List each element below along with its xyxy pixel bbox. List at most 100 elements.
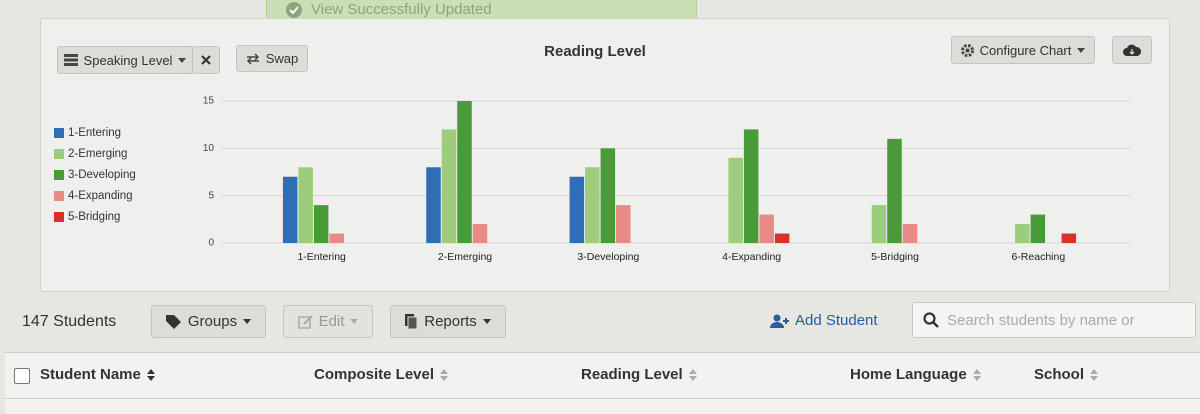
toast-text: View Successfully Updated (311, 1, 492, 18)
legend-swatch (54, 128, 64, 138)
bar (313, 205, 329, 243)
bar (728, 157, 743, 243)
y-tick-label: 10 (203, 143, 215, 154)
bar (298, 167, 313, 243)
bar (902, 224, 918, 243)
bar (887, 138, 902, 243)
groups-label: Groups (187, 313, 238, 330)
bar (569, 176, 585, 243)
swap-label: Swap (265, 51, 299, 66)
sort-arrows (972, 368, 981, 381)
sort-icon (972, 368, 981, 381)
reports-icon (405, 314, 418, 329)
sort-icon (440, 368, 449, 381)
bar (1030, 214, 1046, 243)
legend-swatch (54, 191, 64, 201)
legend-label: 5-Bridging (68, 211, 120, 223)
swap-button[interactable]: Swap (236, 45, 308, 72)
legend-swatch (54, 149, 64, 159)
legend-swatch (54, 170, 64, 180)
groups-button[interactable]: Groups (151, 305, 266, 338)
x-icon (201, 55, 211, 65)
x-tick-label: 3-Developing (577, 251, 639, 263)
x-tick-label: 4-Expanding (722, 251, 781, 263)
column-title: Student Name (40, 366, 141, 383)
x-tick-label: 2-Emerging (438, 251, 492, 263)
configure-label: Configure Chart (979, 42, 1072, 58)
sort-arrows (688, 368, 697, 381)
column-title: Composite Level (314, 366, 435, 383)
sort-arrows (440, 368, 449, 381)
chart: Reading Level 0 5 10 15 1-Entering 2-Emerging… (54, 43, 1130, 263)
column-title: Home Language (850, 366, 967, 383)
legend-label: 4-Expanding (68, 190, 133, 202)
bar (774, 233, 790, 243)
x-tick-label: 5-Bridging (871, 251, 919, 263)
legend-swatch (54, 212, 64, 222)
column-header[interactable]: Reading Level (581, 366, 697, 383)
y-tick-label: 5 (208, 190, 214, 201)
add-student-label: Add Student (795, 312, 878, 329)
select-all-checkbox[interactable] (14, 368, 30, 384)
bar (329, 233, 344, 243)
bar (282, 176, 298, 243)
legend-label: 3-Developing (68, 169, 136, 181)
sort-icon (688, 368, 697, 381)
group-by-dropdown[interactable]: Speaking Level (57, 46, 193, 74)
legend-label: 1-Entering (68, 127, 121, 139)
chart-title: Reading Level (544, 43, 646, 60)
check-icon (286, 1, 302, 18)
bar (616, 205, 631, 243)
list-icon (63, 54, 78, 66)
bar (1015, 224, 1030, 243)
bar (457, 101, 472, 243)
clear-button[interactable] (192, 46, 220, 74)
sort-icon (1090, 368, 1099, 381)
y-tick-label: 15 (203, 96, 215, 107)
sort-arrows (1090, 368, 1099, 381)
bar (441, 129, 457, 243)
y-tick-label: 0 (208, 238, 214, 249)
edit-button[interactable]: Edit (283, 305, 373, 338)
bar (585, 167, 600, 243)
caret (178, 57, 187, 63)
swap-icon (246, 52, 259, 65)
reports-button[interactable]: Reports (390, 305, 506, 338)
download-button[interactable] (1112, 36, 1152, 64)
reports-label: Reports (424, 313, 477, 330)
column-header[interactable]: Student Name (40, 366, 155, 383)
search-box[interactable]: Search students by name or (912, 302, 1196, 338)
search-icon (923, 312, 939, 328)
column-header[interactable]: Composite Level (314, 366, 449, 383)
column-header[interactable]: Home Language (850, 366, 981, 383)
add-student-link[interactable]: Add Student (770, 312, 878, 329)
bar (600, 148, 616, 243)
add-user-icon (770, 314, 789, 328)
caret (1077, 47, 1086, 53)
gear-icon (960, 43, 974, 57)
search-placeholder: Search students by name or (947, 311, 1135, 329)
bar (743, 129, 759, 243)
sort-arrows (146, 368, 155, 381)
caret (482, 319, 491, 324)
cloud-icon (1123, 44, 1141, 56)
column-header[interactable]: School (1034, 366, 1099, 383)
sort-icon (146, 368, 155, 381)
table-divider (5, 398, 1200, 399)
configure-chart-button[interactable]: Configure Chart (951, 36, 1095, 64)
student-count: 147 Students (22, 313, 117, 330)
column-title: School (1034, 366, 1085, 383)
caret (243, 319, 252, 324)
bar (871, 205, 887, 243)
caret (350, 319, 359, 324)
bar (472, 224, 488, 243)
edit-label: Edit (318, 313, 345, 330)
bar (426, 167, 441, 243)
edit-icon (297, 314, 313, 329)
x-tick-label: 1-Entering (297, 251, 346, 263)
bar (1061, 233, 1077, 243)
x-tick-label: 6-Reaching (1011, 251, 1065, 263)
column-title: Reading Level (581, 366, 683, 383)
group-by-label: Speaking Level (83, 52, 173, 68)
